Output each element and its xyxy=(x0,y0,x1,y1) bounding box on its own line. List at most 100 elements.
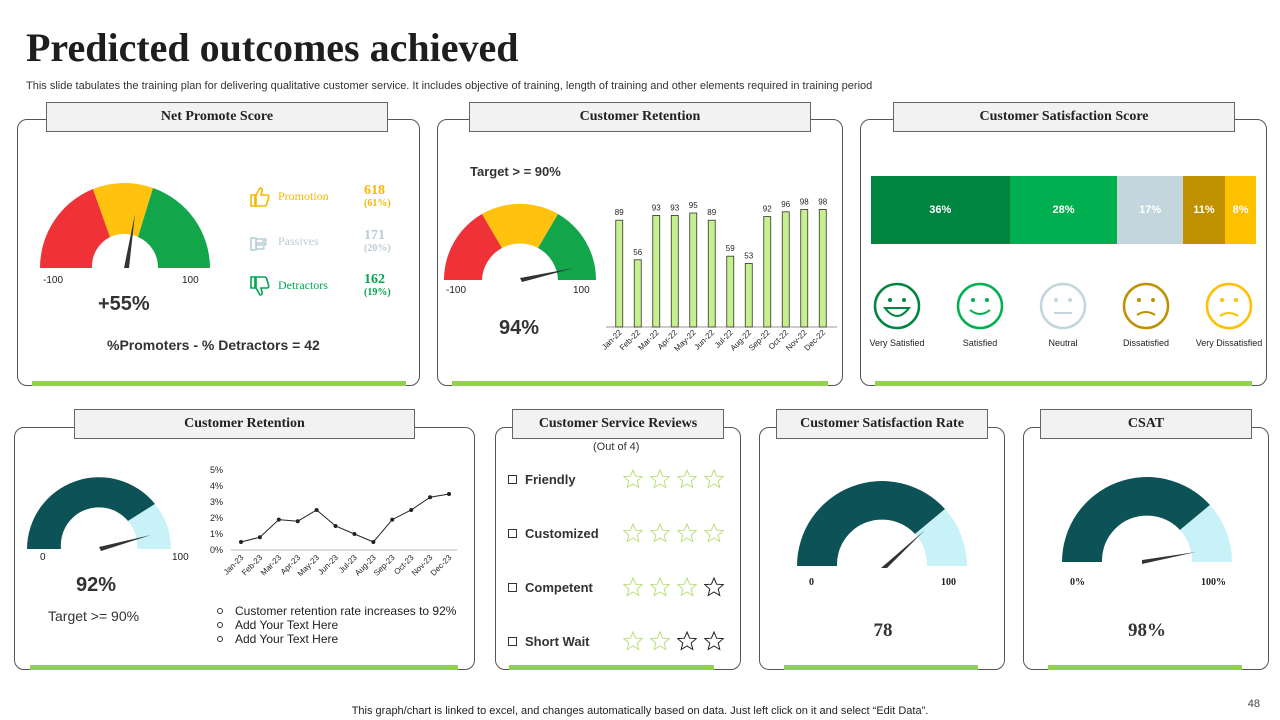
nps-label-detractors: Detractors xyxy=(278,278,328,292)
nps-count-passives: 171 xyxy=(364,228,385,243)
bar-Jan-22 xyxy=(615,219,624,328)
bar-Jul-22 xyxy=(726,255,735,328)
nps-gauge-max: 100 xyxy=(182,275,199,286)
nps-value: +55% xyxy=(98,293,150,315)
line-point-Jan-23 xyxy=(239,540,243,544)
star-icon xyxy=(650,631,670,651)
star-icon xyxy=(677,577,697,597)
bar-value-label: 95 xyxy=(689,201,698,210)
retention1-gauge xyxy=(443,203,597,282)
face-label: Very Satisfied xyxy=(869,338,925,348)
nps-row-promotion: Promotion 618 (61%) xyxy=(248,184,391,209)
star-icon xyxy=(623,631,643,651)
bullet-icon xyxy=(217,608,223,614)
bar-Aug-22 xyxy=(744,263,753,328)
csat-segment-4: 11% xyxy=(1182,176,1226,244)
nps-count-block: 618 (61%) xyxy=(364,183,391,210)
review-label: Friendly xyxy=(525,471,576,487)
nps-accent-bar xyxy=(32,381,406,386)
line-point-Aug-23 xyxy=(371,540,376,544)
sat-rate-accent-bar xyxy=(784,665,978,670)
nps-gauge-needle xyxy=(124,214,135,268)
csat-gauge-dark xyxy=(1062,477,1210,562)
bar-value-label: 98 xyxy=(818,197,827,206)
star-icon xyxy=(650,469,670,489)
bar-category-label: Dec-22 xyxy=(803,328,828,353)
line-chart-ytick: 0% xyxy=(210,545,223,555)
page-title: Predicted outcomes achieved xyxy=(26,25,519,70)
retention2-bullet-1: Customer retention rate increases to 92% xyxy=(217,604,456,618)
sat-rate-gauge-min: 0 xyxy=(809,577,814,588)
review-row: Short Wait xyxy=(496,626,741,656)
csat-gauge-min: 0% xyxy=(1070,577,1085,588)
line-point-Nov-23 xyxy=(428,495,433,500)
sat-rate-value: 78 xyxy=(873,620,893,641)
retention1-gauge-red xyxy=(443,214,502,280)
csat-gauge-needle xyxy=(1142,552,1196,564)
star-icon xyxy=(704,631,724,651)
nps-row-passives: Passives 171 (20%) xyxy=(248,229,391,254)
reviews-accent-bar xyxy=(509,665,714,670)
reviews-card: (Out of 4) Friendly Customized Competent Sh… xyxy=(495,427,741,670)
retention2-gauge-dark xyxy=(27,477,155,549)
csat-score-header: Customer Satisfaction Score xyxy=(893,102,1235,132)
star-icon xyxy=(677,631,697,651)
csat-segment-2: 28% xyxy=(1009,176,1118,244)
csat-value: 98% xyxy=(1128,620,1166,641)
retention1-gauge-needle xyxy=(520,268,574,282)
retention2-value: 92% xyxy=(76,574,117,596)
checkbox-icon xyxy=(508,528,517,538)
csat-accent-bar xyxy=(1048,665,1242,670)
csat-gauge-light xyxy=(1180,505,1232,562)
bullet-text: Add Your Text Here xyxy=(235,632,339,646)
retention2-gauge xyxy=(27,477,171,551)
nps-count-promotion: 618 xyxy=(364,183,385,198)
retention2-accent-bar xyxy=(30,665,458,670)
csat-segment-5: 8% xyxy=(1225,176,1256,244)
line-chart-ytick: 5% xyxy=(210,465,223,475)
line-chart-ytick: 4% xyxy=(210,481,223,491)
bullet-text: Customer retention rate increases to 92% xyxy=(235,604,457,618)
line-chart-ytick: 1% xyxy=(210,529,223,539)
sat-rate-gauge xyxy=(797,481,967,568)
very-dissatisfied-face-icon xyxy=(1205,282,1253,330)
line-point-Jun-23 xyxy=(333,524,338,528)
bar-Feb-22 xyxy=(633,259,642,328)
retention1-header: Customer Retention xyxy=(469,102,811,132)
line-point-Dec-23 xyxy=(447,492,451,496)
retention-line-chart: 0%1%2%3%4%5%Jan-23Feb-23Mar-23Apr-23May-… xyxy=(210,465,457,578)
sat-rate-card: 0 100 78 xyxy=(759,427,1005,670)
satisfied-face-icon xyxy=(956,282,1004,330)
line-point-May-23 xyxy=(314,508,319,512)
page-number: 48 xyxy=(1247,698,1260,710)
retention-card-2: 0 100 92% Target >= 90% 0% 1% 2% 3% 4% 5% Jan-… xyxy=(14,427,475,670)
bar-category-label: Jun-22 xyxy=(692,328,716,352)
bar-value-label: 92 xyxy=(763,205,772,214)
csat-gauge-max: 100% xyxy=(1201,577,1226,588)
retention1-value: 94% xyxy=(499,317,540,339)
star-icon xyxy=(650,523,670,543)
bar-category-label: May-22 xyxy=(672,328,698,354)
line-chart-ytick: 3% xyxy=(210,497,223,507)
retention2-bullet-2: Add Your Text Here xyxy=(217,618,338,632)
bar-Sep-22 xyxy=(763,216,772,328)
star-icon xyxy=(677,523,697,543)
nps-gauge-green xyxy=(138,188,210,268)
sat-rate-gauge-dark xyxy=(797,481,945,566)
star-icon xyxy=(704,577,724,597)
face-label: Neutral xyxy=(1048,338,1078,348)
thumbs-down-icon xyxy=(250,275,270,296)
line-point-Feb-23 xyxy=(257,535,262,540)
star-icon xyxy=(623,577,643,597)
nps-pct-passives: (20%) xyxy=(364,243,391,254)
sat-rate-gauge-max: 100 xyxy=(941,577,956,588)
retention2-gauge-light xyxy=(128,504,171,549)
csat-header: CSAT xyxy=(1040,409,1252,439)
sat-rate-gauge-needle xyxy=(881,530,925,568)
retention1-gauge-max: 100 xyxy=(573,285,590,296)
bar-category-label: Mar-22 xyxy=(636,328,661,353)
retention2-gauge-max: 100 xyxy=(172,552,189,563)
nps-card: -100 100 +55% %Promoters - % Detractors … xyxy=(17,119,420,386)
retention2-target: Target >= 90% xyxy=(48,608,140,624)
checkbox-icon xyxy=(508,474,517,484)
